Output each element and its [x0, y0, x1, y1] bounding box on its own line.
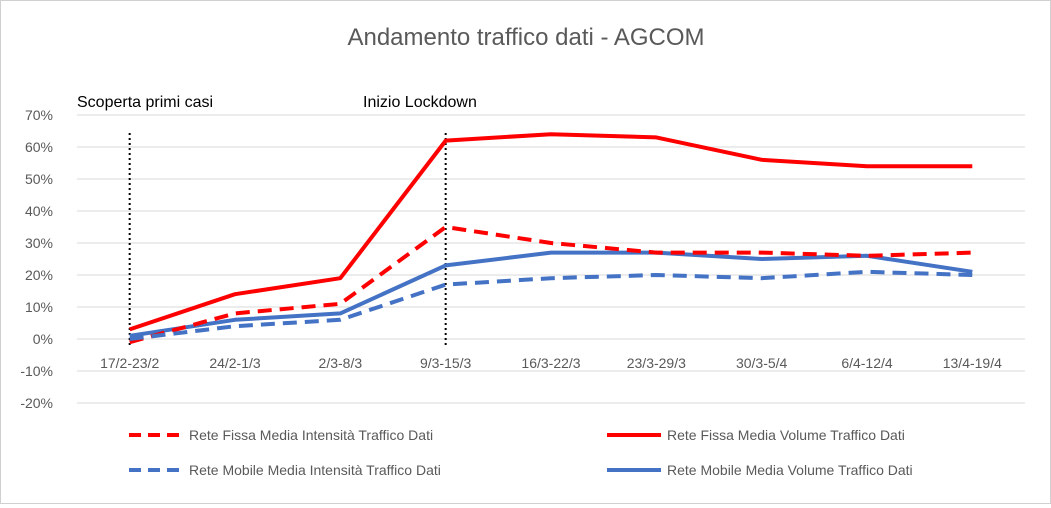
series	[129, 132, 973, 345]
legend-label: Rete Fissa Media Volume Traffico Dati	[667, 427, 905, 443]
x-tick-label: 6/4-12/4	[841, 355, 893, 371]
y-tick-label: 60%	[25, 139, 53, 155]
legend: Rete Fissa Media Intensità Traffico Dati…	[129, 427, 913, 478]
series-line	[129, 250, 973, 338]
y-tick-label: 40%	[25, 203, 53, 219]
annotations: Scoperta primi casi Inizio Lockdown	[77, 94, 477, 347]
legend-label: Rete Mobile Media Volume Traffico Dati	[667, 462, 913, 478]
y-tick-label: 50%	[25, 171, 53, 187]
annotation-label: Inizio Lockdown	[363, 94, 477, 111]
x-tick-label: 24/2-1/3	[209, 355, 261, 371]
y-tick-label: -10%	[20, 363, 53, 379]
y-tick-label: 10%	[25, 299, 53, 315]
x-tick-label: 13/4-19/4	[943, 355, 1002, 371]
x-tick-label: 17/2-23/2	[100, 355, 159, 371]
y-tick-label: 0%	[33, 331, 53, 347]
annotation-label: Scoperta primi casi	[77, 94, 213, 111]
x-tick-label: 2/3-8/3	[319, 355, 363, 371]
y-tick-label: 20%	[25, 267, 53, 283]
y-tick-label: -20%	[20, 395, 53, 411]
x-axis-ticks: 17/2-23/2 24/2-1/3 2/3-8/3 9/3-15/3 16/3-22/…	[100, 355, 1002, 371]
legend-label: Rete Mobile Media Intensità Traffico Dat…	[189, 462, 441, 478]
series-line	[129, 132, 973, 332]
x-tick-label: 16/3-22/3	[521, 355, 580, 371]
y-tick-label: 70%	[25, 107, 53, 123]
y-axis-ticks: 70% 60% 50% 40% 30% 20% 10% 0% -10% -20%	[20, 107, 53, 411]
x-tick-label: 23/3-29/3	[627, 355, 686, 371]
series-line	[129, 225, 973, 345]
x-tick-label: 9/3-15/3	[420, 355, 472, 371]
series-line	[129, 269, 973, 341]
x-tick-label: 30/3-5/4	[736, 355, 788, 371]
legend-label: Rete Fissa Media Intensità Traffico Dati	[189, 427, 433, 443]
y-tick-label: 30%	[25, 235, 53, 251]
chart-title: Andamento traffico dati - AGCOM	[347, 24, 704, 51]
